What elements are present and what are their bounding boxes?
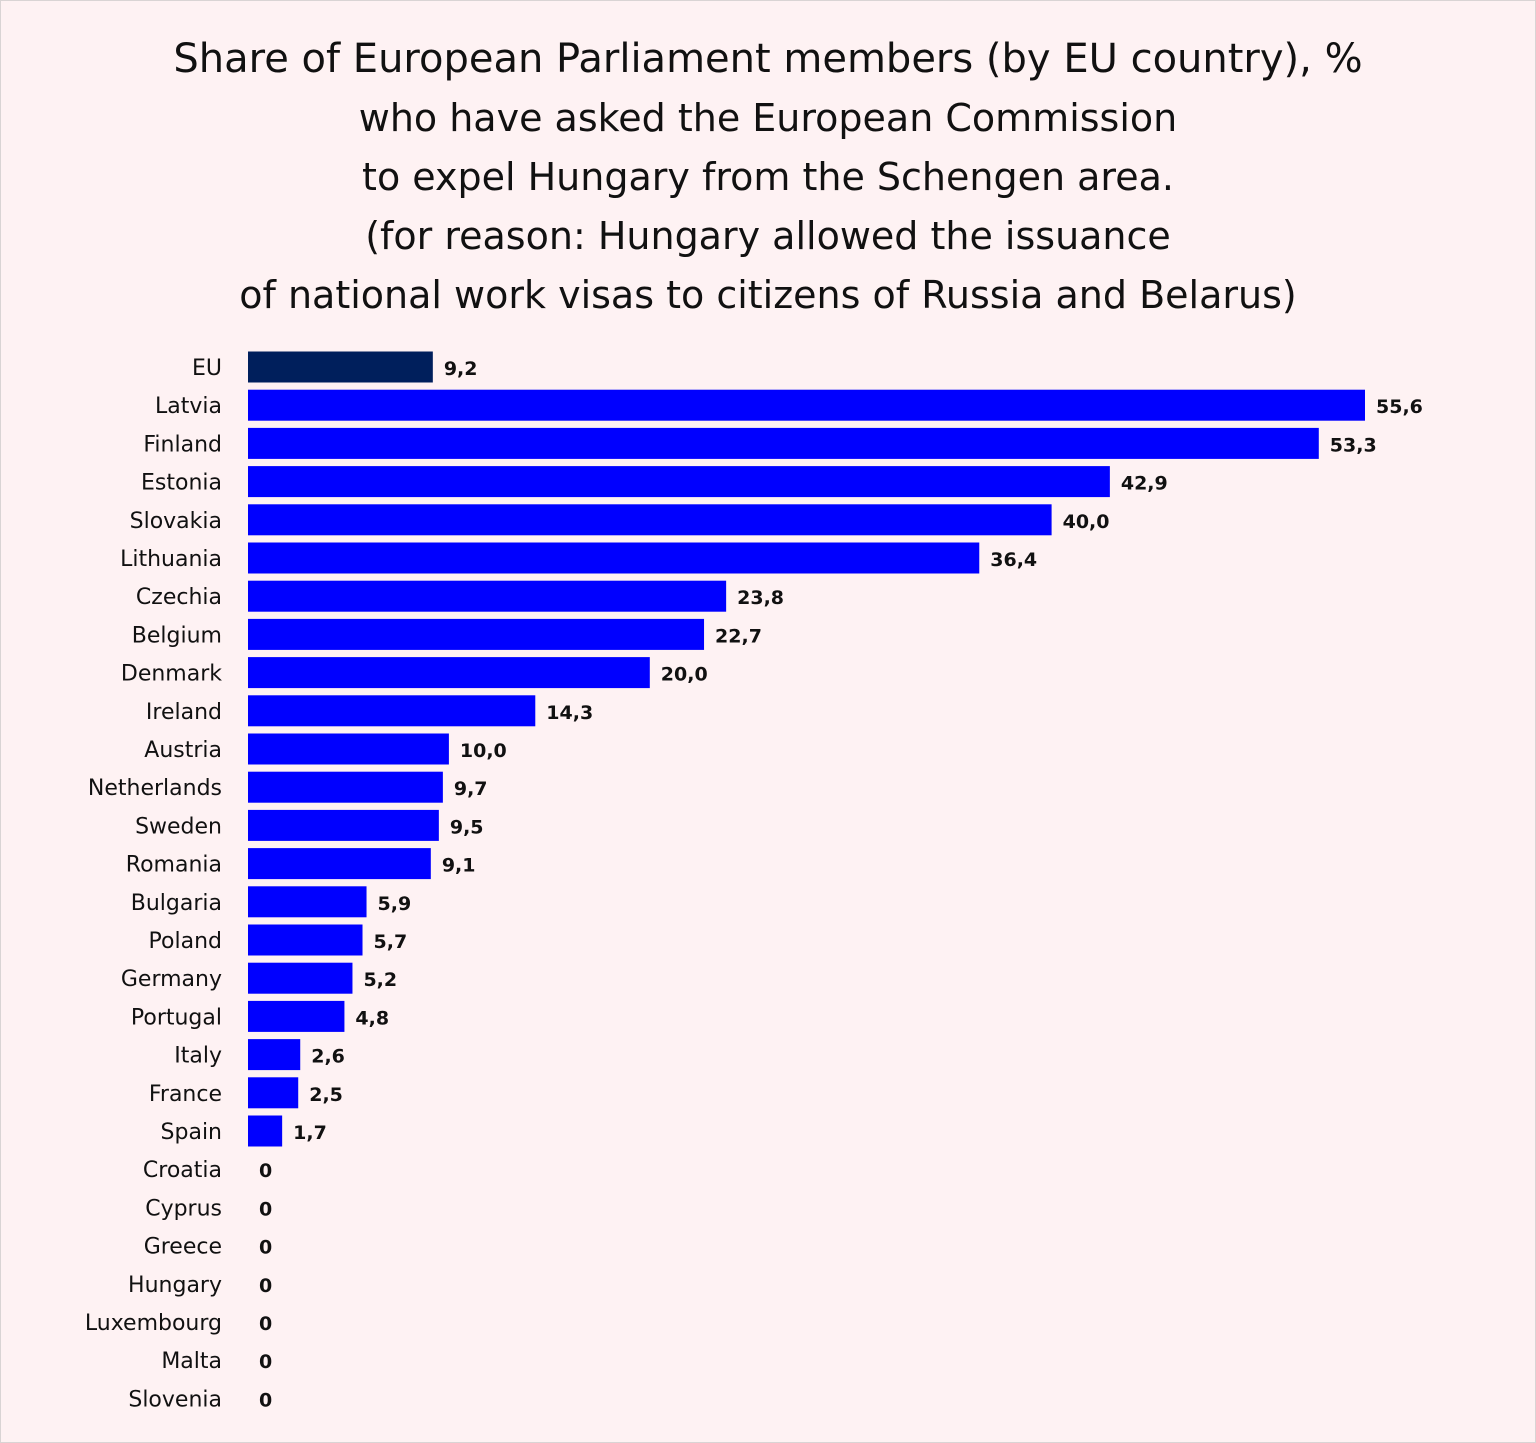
bar xyxy=(248,695,536,727)
bar xyxy=(248,886,367,918)
value-label: 0 xyxy=(259,1313,272,1335)
value-label: 9,5 xyxy=(450,816,484,838)
value-label: 9,7 xyxy=(454,778,488,800)
value-label: 0 xyxy=(259,1389,272,1411)
bar xyxy=(248,657,650,689)
category-label: Germany xyxy=(121,967,222,992)
value-label: 4,8 xyxy=(355,1007,389,1029)
value-label: 36,4 xyxy=(990,549,1037,571)
bar xyxy=(248,1039,301,1071)
category-label: Estonia xyxy=(141,471,222,496)
bar xyxy=(248,1000,345,1032)
category-label: Italy xyxy=(174,1044,222,1069)
category-label: Sweden xyxy=(135,814,222,839)
category-label: Denmark xyxy=(121,662,222,687)
category-label: Malta xyxy=(161,1349,222,1374)
bar xyxy=(248,504,1052,536)
bar xyxy=(248,542,980,574)
value-label: 53,3 xyxy=(1330,434,1377,456)
bar xyxy=(248,580,727,612)
value-label: 42,9 xyxy=(1121,473,1168,495)
bar xyxy=(248,771,443,803)
bar xyxy=(248,1115,283,1147)
bar xyxy=(248,427,1319,459)
category-label: Luxembourg xyxy=(85,1311,222,1336)
bar xyxy=(248,962,353,994)
title-line: Share of European Parliament members (by… xyxy=(173,36,1363,82)
value-label: 14,3 xyxy=(546,702,593,724)
chart-title: Share of European Parliament members (by… xyxy=(0,30,1536,325)
bar xyxy=(248,389,1365,421)
bar xyxy=(248,618,705,650)
bar xyxy=(248,809,439,841)
category-label: Cyprus xyxy=(145,1196,222,1221)
bar xyxy=(248,924,363,956)
value-label: 0 xyxy=(259,1351,272,1373)
value-label: 23,8 xyxy=(737,587,784,609)
category-label: Finland xyxy=(143,432,222,457)
category-label: Slovakia xyxy=(130,509,222,534)
value-label: 55,6 xyxy=(1376,396,1423,418)
category-label: Hungary xyxy=(128,1273,222,1298)
value-label: 2,6 xyxy=(311,1046,345,1068)
category-label: Slovenia xyxy=(128,1387,222,1412)
category-label: France xyxy=(149,1082,222,1107)
value-label: 0 xyxy=(259,1237,272,1259)
value-label: 5,2 xyxy=(363,969,397,991)
category-label: Croatia xyxy=(143,1158,222,1183)
value-label: 5,9 xyxy=(378,893,412,915)
category-label: Bulgaria xyxy=(131,891,222,916)
bar xyxy=(248,733,449,765)
value-label: 2,5 xyxy=(309,1084,343,1106)
bar xyxy=(248,351,433,383)
title-line: of national work visas to citizens of Ru… xyxy=(239,273,1297,317)
category-label: Lithuania xyxy=(120,547,222,572)
bar xyxy=(248,848,431,880)
category-label: Romania xyxy=(126,853,222,878)
value-label: 20,0 xyxy=(661,664,708,686)
category-label: Portugal xyxy=(131,1005,222,1030)
category-label: Greece xyxy=(144,1235,222,1260)
value-label: 10,0 xyxy=(460,740,507,762)
title-line: who have asked the European Commission xyxy=(358,96,1178,140)
value-label: 0 xyxy=(259,1160,272,1182)
value-label: 0 xyxy=(259,1275,272,1297)
category-label: Ireland xyxy=(146,700,222,725)
value-label: 9,1 xyxy=(442,855,476,877)
title-line: to expel Hungary from the Schengen area. xyxy=(362,155,1174,199)
category-label: Latvia xyxy=(155,394,222,419)
category-label: Czechia xyxy=(136,585,222,610)
bar xyxy=(248,1077,299,1109)
value-label: 0 xyxy=(259,1198,272,1220)
title-line: (for reason: Hungary allowed the issuanc… xyxy=(365,214,1171,258)
value-label: 22,7 xyxy=(715,625,762,647)
value-label: 9,2 xyxy=(444,358,478,380)
value-label: 1,7 xyxy=(293,1122,327,1144)
category-label: EU xyxy=(192,356,222,381)
category-label: Spain xyxy=(161,1120,222,1145)
category-label: Belgium xyxy=(132,623,222,648)
bar xyxy=(248,466,1110,498)
value-label: 40,0 xyxy=(1063,511,1110,533)
category-label: Poland xyxy=(149,929,222,954)
value-label: 5,7 xyxy=(374,931,408,953)
category-label: Netherlands xyxy=(88,776,222,801)
category-label: Austria xyxy=(144,738,222,763)
